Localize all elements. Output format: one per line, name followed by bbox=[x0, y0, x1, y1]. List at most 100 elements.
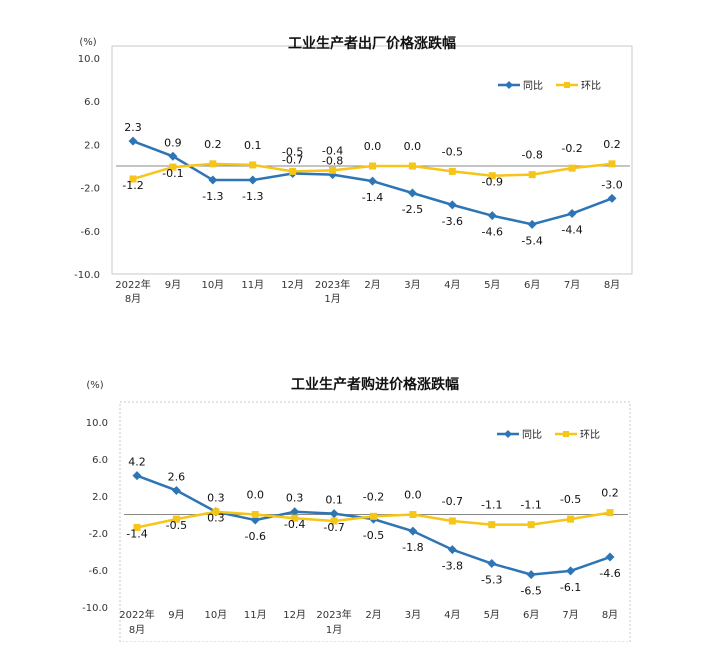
data-point-mom bbox=[488, 172, 496, 180]
data-label-yoy: -2.5 bbox=[402, 203, 423, 216]
data-point-yoy bbox=[368, 176, 377, 186]
y-tick-label: -6.0 bbox=[88, 566, 108, 577]
data-point-mom bbox=[329, 166, 337, 174]
data-label-yoy: -6.1 bbox=[560, 581, 581, 594]
data-point-mom bbox=[369, 162, 376, 170]
plot-frame bbox=[111, 45, 633, 275]
data-point-yoy bbox=[171, 485, 181, 495]
chart-input-price: 工业生产者购进价格涨跌幅 (%) 10.0 6.0 2.0 -2.0 -6.0 -10.0 20… bbox=[0, 365, 703, 643]
y-tick-label: 2.0 bbox=[92, 492, 108, 503]
data-label-yoy: -1.4 bbox=[362, 191, 383, 204]
data-label-mom: -1.4 bbox=[126, 527, 147, 540]
data-label-yoy: -4.4 bbox=[561, 224, 582, 237]
data-point-mom bbox=[408, 162, 416, 170]
x-category-label: 2023年 bbox=[316, 608, 351, 621]
data-point-mom bbox=[209, 160, 217, 168]
data-label-yoy: 0.3 bbox=[207, 492, 225, 505]
x-category-label: 1月 bbox=[324, 293, 340, 305]
data-label-mom: -0.8 bbox=[521, 149, 542, 162]
x-category-label: 11月 bbox=[244, 609, 267, 621]
data-label-mom: -0.5 bbox=[560, 493, 581, 506]
x-category-label: 3月 bbox=[404, 279, 420, 291]
data-point-yoy bbox=[567, 209, 577, 219]
x-category-label: 12月 bbox=[283, 609, 306, 621]
data-label-mom: -0.7 bbox=[442, 495, 463, 508]
data-label-yoy: -0.7 bbox=[282, 154, 303, 167]
data-label-mom: -0.9 bbox=[482, 176, 503, 189]
y-tick-label: 10.0 bbox=[86, 418, 108, 429]
x-category-label: 7月 bbox=[564, 279, 580, 291]
legend-label: 同比 bbox=[522, 429, 542, 441]
data-point-mom bbox=[212, 508, 220, 516]
data-label-yoy: -4.6 bbox=[599, 567, 620, 580]
data-label-yoy: -1.3 bbox=[202, 190, 223, 203]
data-point-yoy bbox=[487, 211, 497, 221]
legend-label: 同比 bbox=[523, 80, 543, 92]
data-label-yoy: -5.4 bbox=[521, 234, 542, 247]
x-category-label: 5月 bbox=[484, 609, 500, 621]
data-point-mom bbox=[528, 171, 536, 179]
x-category-label: 4月 bbox=[444, 609, 460, 621]
data-point-yoy bbox=[128, 136, 138, 146]
x-category-label: 5月 bbox=[484, 279, 500, 291]
data-label-mom: -0.4 bbox=[322, 144, 343, 157]
data-label-yoy: 0.3 bbox=[286, 492, 304, 505]
data-label-yoy: 2.3 bbox=[124, 121, 142, 134]
x-category-label: 12月 bbox=[281, 279, 304, 291]
data-point-yoy bbox=[408, 526, 418, 536]
data-label-yoy: -3.8 bbox=[442, 560, 463, 573]
data-label-yoy: -0.6 bbox=[245, 530, 266, 543]
x-category-label: 8月 bbox=[129, 624, 145, 636]
y-tick-label: 6.0 bbox=[92, 455, 108, 466]
legend-label: 环比 bbox=[580, 429, 600, 441]
data-label-mom: -1.2 bbox=[122, 179, 143, 192]
x-category-label: 10月 bbox=[201, 279, 224, 291]
x-category-label: 2月 bbox=[364, 279, 380, 291]
data-point-mom bbox=[133, 523, 141, 531]
data-point-mom bbox=[527, 521, 535, 529]
data-point-mom bbox=[606, 509, 614, 517]
data-label-yoy: 2.6 bbox=[168, 470, 186, 483]
y-tick-label: 6.0 bbox=[84, 97, 100, 108]
data-point-mom bbox=[289, 167, 297, 175]
data-point-yoy bbox=[566, 566, 576, 576]
y-tick-label: -2.0 bbox=[80, 184, 100, 195]
data-point-yoy bbox=[407, 188, 417, 198]
data-label-yoy: 0.1 bbox=[325, 494, 343, 507]
data-label-yoy: 0.9 bbox=[164, 136, 182, 149]
data-label-mom: -0.4 bbox=[284, 518, 305, 531]
data-point-mom bbox=[370, 512, 377, 520]
data-label-yoy: -0.8 bbox=[322, 155, 343, 168]
y-tick-label: -10.0 bbox=[82, 603, 108, 614]
x-category-label: 2月 bbox=[365, 609, 381, 621]
x-category-label: 1月 bbox=[326, 624, 342, 636]
y-tick-label: -10.0 bbox=[74, 270, 100, 281]
data-label-mom: -0.5 bbox=[282, 145, 303, 158]
y-tick-label: -6.0 bbox=[80, 227, 100, 238]
data-point-yoy bbox=[527, 219, 537, 229]
x-category-label: 10月 bbox=[204, 609, 227, 621]
x-category-label: 9月 bbox=[165, 279, 181, 291]
y-tick-label: -2.0 bbox=[88, 529, 108, 540]
data-label-yoy: -1.8 bbox=[402, 541, 423, 554]
legend-marker bbox=[505, 81, 513, 89]
x-category-label: 6月 bbox=[524, 279, 540, 291]
data-label-mom: 0.0 bbox=[404, 140, 422, 153]
x-category-label: 2023年 bbox=[315, 278, 350, 291]
data-label-mom: 0.1 bbox=[244, 139, 262, 152]
data-label-mom: -0.7 bbox=[323, 521, 344, 534]
data-point-mom bbox=[488, 521, 496, 529]
data-point-mom bbox=[129, 175, 137, 183]
data-label-mom: -1.1 bbox=[520, 499, 541, 512]
chart-title: 工业生产者购进价格涨跌幅 bbox=[291, 376, 459, 393]
data-label-yoy: -0.5 bbox=[363, 529, 384, 542]
data-label-mom: 0.0 bbox=[364, 140, 382, 153]
chart-svg: 工业生产者出厂价格涨跌幅 (%) 10.0 6.0 2.0 -2.0 -6.0 -10.0 20… bbox=[74, 35, 633, 305]
data-point-yoy bbox=[250, 515, 260, 525]
data-point-yoy bbox=[248, 175, 258, 185]
chart-title: 工业生产者出厂价格涨跌幅 bbox=[288, 35, 456, 52]
data-label-yoy: -4.6 bbox=[482, 226, 503, 239]
data-label-mom: -1.1 bbox=[481, 499, 502, 512]
data-point-mom bbox=[448, 517, 456, 525]
y-tick-label: 10.0 bbox=[78, 54, 100, 65]
